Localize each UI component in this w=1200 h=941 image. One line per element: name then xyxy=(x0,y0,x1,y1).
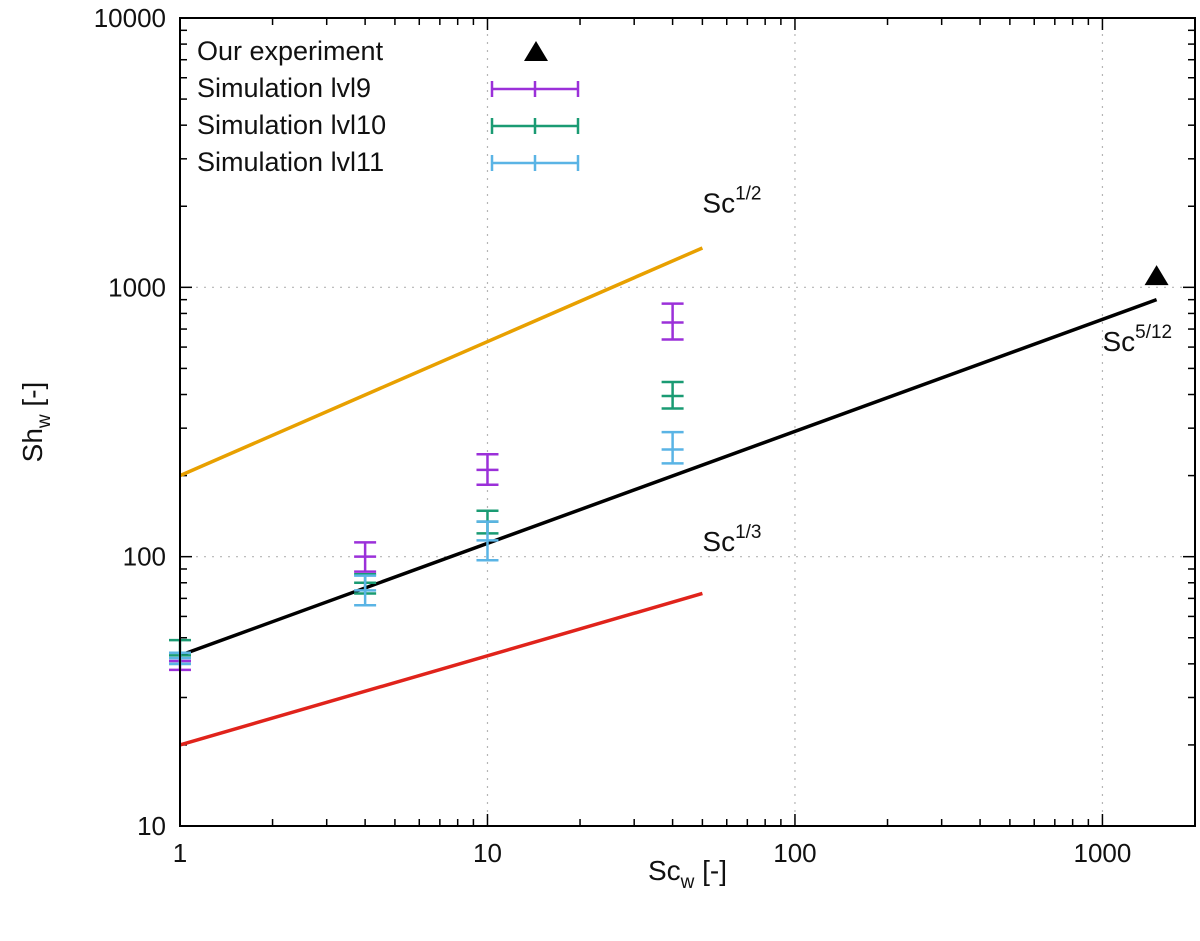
errorbar-point xyxy=(661,430,684,465)
errorbar-point xyxy=(354,574,377,607)
fit-line xyxy=(179,246,704,478)
fit-annotation: Sc1/2 xyxy=(702,183,761,218)
y-tick-label: 1000 xyxy=(108,272,166,302)
errorbar-point xyxy=(476,520,499,562)
x-tick-label: 1 xyxy=(173,838,187,868)
plot-frame xyxy=(179,17,1196,827)
x-tick-label: 1000 xyxy=(1074,838,1132,868)
legend-label: Simulation lvl11 xyxy=(197,147,384,177)
legend-label: Simulation lvl9 xyxy=(197,73,371,103)
fit-line xyxy=(179,298,1158,658)
errorbar-point xyxy=(661,380,684,410)
errorbar-point xyxy=(476,453,499,486)
grid-layer xyxy=(180,18,1195,826)
fit-line xyxy=(179,591,703,747)
y-axis-title: Shw [-] xyxy=(17,382,55,463)
x-axis-title: Scw [-] xyxy=(648,855,727,893)
legend: Our experiment Simulation lvl9 Simulation … xyxy=(197,36,580,177)
experiment-marker xyxy=(1144,265,1169,286)
legend-label: Simulation lvl10 xyxy=(197,110,386,140)
errorbar-point xyxy=(354,541,377,573)
legend-label: Our experiment xyxy=(197,36,384,66)
y-tick-label: 10000 xyxy=(94,3,166,33)
legend-marker xyxy=(524,41,548,61)
fit-annotation: Sc1/3 xyxy=(702,522,761,557)
errorbar-point xyxy=(661,302,684,341)
y-tick-label: 100 xyxy=(123,542,166,572)
y-tick-label: 10 xyxy=(137,811,166,841)
fit-lines xyxy=(179,246,1158,747)
x-tick-label: 100 xyxy=(773,838,816,868)
series-layer xyxy=(169,265,1169,672)
x-tick-label: 10 xyxy=(473,838,502,868)
fit-annotation: Sc5/12 xyxy=(1102,322,1172,357)
